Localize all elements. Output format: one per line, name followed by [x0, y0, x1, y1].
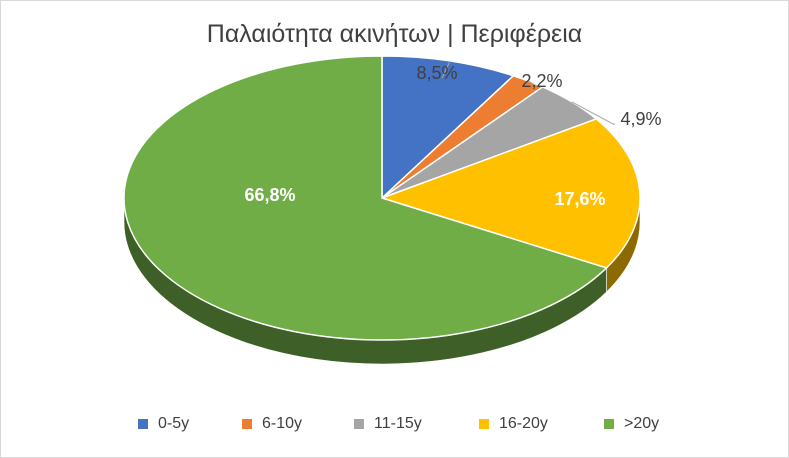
legend-item-4: >20y [604, 415, 659, 433]
legend-label-3: 16-20y [499, 415, 548, 432]
legend-item-2: 11-15y [354, 415, 422, 433]
legend: 0-5y 6-10y 11-15y 16-20y >20y [0, 415, 789, 439]
legend-label-2: 11-15y [374, 415, 422, 432]
legend-swatch-1 [242, 419, 252, 429]
chart-title: Παλαιότητα ακινήτων | Περιφέρεια [206, 20, 583, 48]
data-label-4: 66,8% [244, 185, 295, 205]
data-label-2: 4,9% [620, 109, 661, 129]
legend-item-3: 16-20y [479, 415, 548, 433]
leader-line-1 [528, 80, 538, 87]
legend-swatch-0 [138, 419, 148, 429]
slice-3 [379, 118, 641, 269]
legend-swatch-4 [604, 419, 614, 429]
legend-label-4: >20y [624, 415, 660, 432]
leader-line-0 [441, 60, 451, 79]
legend-item-1: 6-10y [242, 415, 302, 433]
leader-line-2 [571, 101, 615, 125]
legend-swatch-3 [479, 419, 489, 429]
slice-4 [123, 55, 608, 341]
data-label-1: 2,2% [521, 71, 562, 91]
data-label-0: 8,5% [416, 63, 457, 83]
legend-item-0: 0-5y [138, 415, 189, 433]
legend-label-0: 0-5y [158, 415, 190, 432]
legend-swatch-2 [354, 419, 364, 429]
legend-label-1: 6-10y [262, 415, 303, 432]
data-label-3: 17,6% [554, 189, 605, 209]
